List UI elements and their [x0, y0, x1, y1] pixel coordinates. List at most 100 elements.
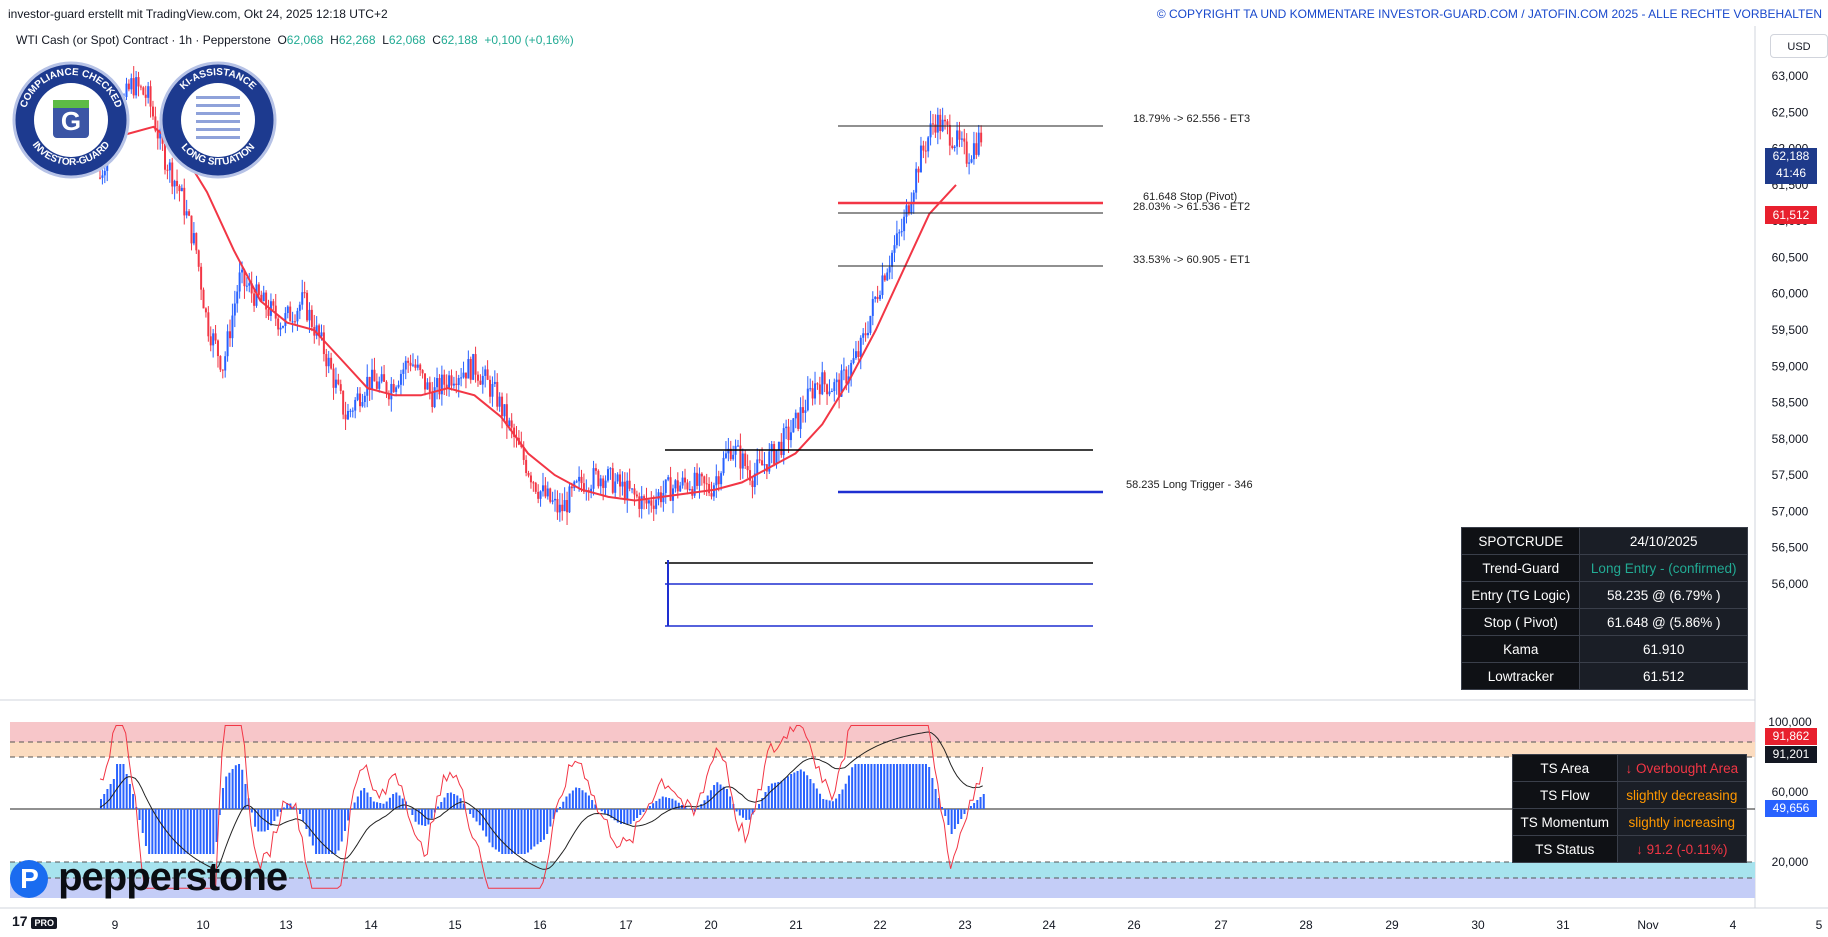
time-tick-label: 29 [1385, 918, 1399, 932]
osc-bar [494, 809, 497, 850]
tradingview-logo[interactable]: 17 PRO [12, 913, 57, 929]
candle-body [308, 309, 311, 321]
osc-bar [526, 809, 529, 853]
table-key: Kama [1460, 635, 1581, 663]
osc-bar [969, 806, 972, 809]
osc-bar [687, 808, 690, 809]
osc-bar [892, 764, 895, 809]
osc-bar [138, 809, 141, 820]
candle-body [753, 473, 756, 488]
candle-body [705, 483, 708, 485]
candle-body [712, 485, 715, 497]
candle-body [402, 369, 405, 374]
price-tick-label: 56,000 [1772, 577, 1809, 591]
table-row: TS Area ↓ Overbought Area [1512, 754, 1748, 782]
candle-body [739, 445, 742, 469]
candle-body [746, 466, 749, 471]
candle-body [192, 233, 195, 244]
candle-body [558, 504, 561, 513]
candle-body [392, 383, 395, 392]
osc-bar [205, 809, 208, 854]
time-tick-label: 26 [1127, 918, 1141, 932]
candle-body [568, 486, 571, 513]
low-value: 62,068 [388, 33, 426, 47]
osc-bar [218, 809, 221, 815]
open-label: O [277, 33, 287, 47]
osc-bar [642, 809, 645, 812]
candle-body [306, 292, 309, 321]
candle-body [344, 414, 347, 420]
candle-body [243, 269, 246, 287]
symbol-name[interactable]: WTI Cash (or Spot) Contract · 1h · Peppe… [16, 33, 271, 47]
candle-body [891, 252, 894, 267]
osc-tick-label: 100,000 [1768, 715, 1812, 729]
osc-bar [876, 764, 879, 809]
table-key: TS Area [1512, 754, 1618, 782]
candle-body [763, 464, 766, 466]
candle-body [886, 272, 889, 281]
osc-bar [119, 764, 122, 809]
osc-bar [764, 792, 767, 809]
candle-body [594, 468, 597, 471]
osc-bar [177, 809, 180, 854]
candle-body [592, 468, 595, 489]
osc-bar [668, 798, 671, 809]
candle-body [903, 216, 906, 232]
osc-bar [738, 809, 741, 816]
osc-bar [697, 807, 700, 809]
price-tick-label: 56,500 [1772, 541, 1809, 555]
compliance-badge: G COMPLIANCE CHECKED INVESTOR-GUARD [12, 61, 130, 179]
osc-bar [790, 774, 793, 809]
bar-countdown: 41:46 [1775, 166, 1807, 180]
time-tick-label: 20 [704, 918, 718, 932]
candle-body [286, 306, 289, 314]
osc-bar [100, 799, 102, 809]
candle-body [859, 337, 862, 357]
price-tick-label: 62,500 [1772, 105, 1809, 119]
candle-body [599, 478, 602, 487]
table-row: TS Status ↓ 91.2 (-0.11%) [1512, 835, 1748, 863]
candle-body [469, 358, 472, 380]
candle-body [840, 370, 843, 397]
osc-bar [372, 801, 375, 809]
copyright-link[interactable]: © COPYRIGHT TA UND KOMMENTARE INVESTOR-G… [1156, 7, 1822, 21]
candle-body [963, 138, 966, 142]
candle-body [838, 379, 841, 397]
candle-body [922, 145, 925, 151]
osc-bar [337, 809, 340, 851]
candle-body [508, 420, 511, 427]
candle-body [185, 211, 188, 216]
candle-body [628, 480, 631, 489]
osc-bar [308, 809, 311, 837]
osc-bar [356, 796, 359, 809]
candle-body [650, 500, 653, 506]
time-tick-label: 9 [112, 918, 119, 932]
candle-body [298, 304, 301, 311]
oversold-band-inner [10, 878, 1755, 898]
osc-bar [148, 809, 151, 854]
osc-bar [170, 809, 173, 854]
osc-bar [282, 807, 285, 809]
osc-bar [748, 809, 751, 820]
candle-body [460, 377, 463, 379]
osc-axis-ticks: 100,000 60,000 20,000 [1768, 715, 1812, 869]
candle-body [154, 116, 157, 131]
table-key: TS Flow [1512, 781, 1618, 809]
osc-bar [395, 792, 398, 809]
candle-body [176, 180, 179, 186]
table-row: Kama 61.910 [1460, 635, 1748, 663]
candle-body [474, 354, 477, 375]
candle-body [486, 369, 489, 380]
candle-body [132, 78, 135, 96]
candle-body [927, 137, 930, 152]
osc-bar [664, 797, 667, 809]
candle-body [226, 331, 229, 357]
osc-bar [504, 809, 507, 854]
candle-body [407, 360, 410, 363]
osc-bar [510, 809, 513, 854]
candle-body [879, 295, 882, 300]
candle-body [980, 132, 983, 143]
ki-assistance-badge: KI-ASSISTANCE LONG SITUATION [159, 61, 277, 179]
candle-body [188, 211, 191, 216]
